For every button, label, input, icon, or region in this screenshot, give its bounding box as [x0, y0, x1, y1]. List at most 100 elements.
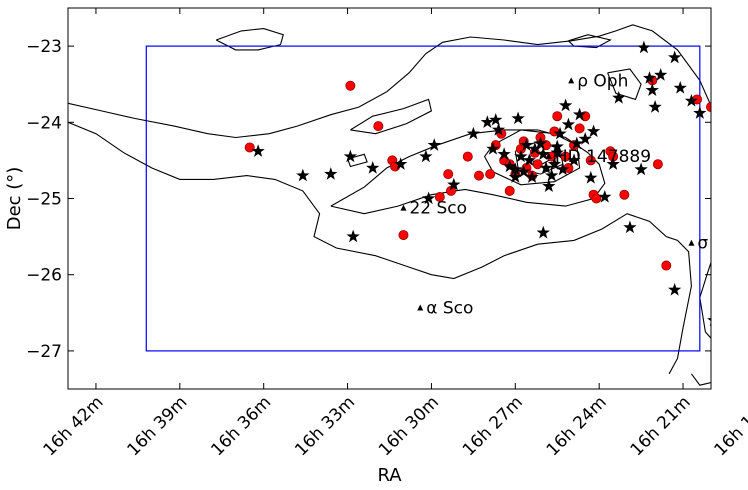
red-point: [560, 151, 571, 162]
y-axis-title: Dec (°): [4, 167, 25, 231]
star-point: [296, 168, 310, 182]
star-point: [528, 141, 542, 155]
star-point: [654, 68, 668, 81]
star-point: [544, 168, 559, 182]
contour-line: [68, 121, 692, 375]
y-tick-label: −26: [26, 266, 62, 286]
red-point: [473, 170, 484, 181]
star-point: [584, 170, 598, 184]
red-point: [504, 185, 515, 196]
star-point: [343, 149, 358, 163]
named-star-marker: [400, 204, 407, 211]
star-point: [637, 40, 651, 54]
contour-line: [607, 68, 642, 101]
star-point: [561, 117, 576, 131]
star-point: [536, 225, 550, 239]
region-box: [145, 45, 701, 352]
star-point: [539, 161, 553, 174]
red-point: [462, 151, 473, 162]
star-point: [578, 132, 592, 145]
star-point: [346, 229, 360, 243]
contour-line: [483, 129, 581, 186]
star-point: [517, 164, 531, 178]
red-point: [244, 142, 255, 153]
plot-frame: [67, 7, 712, 390]
star-point: [550, 145, 564, 159]
star-point: [606, 157, 620, 170]
y-tick-label: −24: [26, 113, 62, 133]
plot-area: ρ Oph HD 147889 22 Sco σ Sco α Sco: [68, 24, 711, 386]
contour-line: [568, 34, 612, 49]
x-tick-label: 16h 24m: [543, 392, 611, 460]
red-point: [443, 169, 454, 180]
red-point: [552, 111, 563, 122]
star-point: [508, 162, 522, 176]
y-tick-label: −25: [26, 190, 62, 210]
red-point: [373, 121, 384, 132]
contour-line: [347, 153, 368, 168]
x-tick-label: 16h 27m: [459, 392, 527, 460]
star-point: [508, 170, 522, 183]
star-point: [648, 100, 662, 113]
star-point: [427, 138, 441, 151]
star-point: [366, 161, 380, 174]
red-point: [661, 260, 672, 271]
named-star-marker: [568, 77, 575, 84]
red-point: [485, 169, 496, 180]
star-point: [707, 318, 711, 327]
star-point: [525, 170, 539, 183]
y-tick-label: −23: [26, 37, 62, 57]
red-point: [706, 102, 711, 113]
x-tick-label: 16h 30m: [375, 392, 443, 460]
red-point: [532, 159, 543, 170]
star-point: [394, 157, 408, 170]
x-tick-label: 16h 39m: [123, 392, 191, 460]
star-point: [567, 153, 581, 167]
red-point: [619, 189, 630, 200]
star-point: [623, 220, 637, 234]
star-point: [511, 111, 525, 125]
star-point: [547, 157, 562, 170]
star-point: [572, 107, 587, 121]
red-point: [591, 193, 602, 204]
star-label: HD 147889: [555, 147, 651, 167]
star-point: [466, 126, 481, 140]
star-point: [497, 147, 511, 160]
star-label: ρ Oph: [577, 71, 628, 91]
star-point: [447, 177, 461, 191]
red-point: [652, 159, 663, 170]
star-point: [684, 93, 699, 107]
red-point: [574, 123, 585, 134]
star-point: [519, 138, 534, 151]
star-point: [324, 167, 338, 180]
star-point: [642, 71, 657, 84]
star-point: [668, 282, 682, 296]
red-point: [398, 230, 409, 241]
x-tick-label: 16h 18m: [711, 392, 748, 460]
x-tick-label: 16h 21m: [627, 392, 695, 460]
star-point: [668, 50, 682, 64]
star-point: [251, 144, 265, 157]
star-label: α Sco: [426, 298, 473, 318]
contour-line: [68, 24, 711, 386]
star-point: [556, 162, 570, 176]
star-point: [542, 179, 556, 192]
star-point: [693, 106, 707, 119]
axis-ticks: 16h 42m 16h 39m 16h 36m 16h 33m 16h 30m 16h 2…: [26, 7, 748, 460]
named-star-marker: [417, 304, 424, 311]
x-tick-label: 16h 36m: [207, 392, 275, 460]
red-point: [434, 191, 445, 202]
star-point: [586, 124, 601, 138]
contour-line: [215, 28, 284, 51]
red-point: [585, 155, 596, 166]
named-star-marker: [545, 152, 552, 159]
x-tick-label: 16h 42m: [40, 392, 108, 460]
star-point: [503, 159, 517, 173]
contour-line: [350, 98, 433, 135]
star-point: [598, 189, 612, 203]
star-point: [645, 83, 659, 96]
star-point: [673, 81, 687, 94]
star-point: [570, 136, 584, 150]
star-point: [553, 126, 567, 140]
